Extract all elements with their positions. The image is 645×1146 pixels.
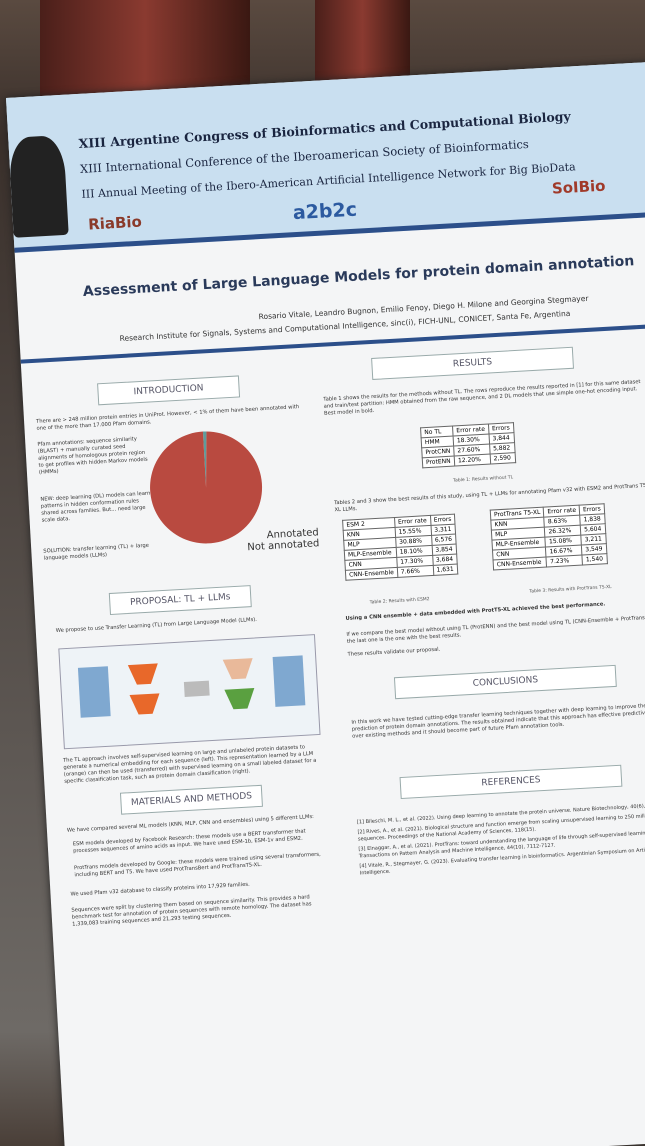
caption: Table 3: Results with ProtTrans T5-XL <box>529 584 612 595</box>
section-heading: CONCLUSIONS <box>393 664 617 700</box>
poster: XIII Argentine Congress of Bioinformatic… <box>6 61 645 1146</box>
pie-slice <box>150 431 263 544</box>
logo: RiaBio <box>87 212 143 234</box>
paragraph: In this work we have tested cutting-edge… <box>351 702 645 740</box>
table-cell: 12.20% <box>454 454 491 467</box>
paragraph: Sequences were split by clustering them … <box>71 894 312 928</box>
caption: Table 2: Results with ESM2 <box>369 597 430 606</box>
bullet: SOLUTION: transfer learning (TL) + large… <box>43 542 150 562</box>
logo: a2b2c <box>292 198 358 225</box>
table-cell: 2,590 <box>489 452 516 465</box>
section-heading: PROPOSAL: TL + LLMs <box>108 585 252 615</box>
table: ESM 2 Error rate Errors KNN 15.55% 3,311 MLP 30… <box>342 513 459 581</box>
table-cell: 1,540 <box>582 553 608 566</box>
table: ProtTrans T5-XL Error rate Errors KNN 8.63% 1… <box>489 503 608 571</box>
bullet: ProtTrans models developed by Google: th… <box>73 851 321 879</box>
table-cell: CNN-Ensemble <box>493 557 547 571</box>
section-heading: INTRODUCTION <box>97 375 241 406</box>
table-cell: CNN-Ensemble <box>345 567 398 581</box>
logo-icon <box>8 134 69 238</box>
caption: Table 1: Results without TL <box>452 475 514 484</box>
paragraph: Table 1 shows the results for the method… <box>323 379 641 417</box>
reference-list: [1] Bileschi, M. L., et al. (2022). Usin… <box>357 802 645 881</box>
pie-slice <box>202 431 207 488</box>
table: No TL Error rate Errors HMM 18.30% 3,844 ProtC… <box>420 422 516 469</box>
bullet: Pfam annotations: sequence similarity (B… <box>37 436 148 476</box>
legend-label: Not annotated <box>247 538 320 553</box>
table-cell: 7.66% <box>397 565 434 578</box>
section-heading: RESULTS <box>371 346 574 380</box>
logo: SoIBio <box>551 176 606 198</box>
legend-label: Annotated <box>266 527 319 541</box>
poster-title: Assessment of Large Language Models for … <box>82 253 635 300</box>
section-heading: MATERIALS AND METHODS <box>119 784 263 815</box>
diagram <box>58 634 321 750</box>
section-heading: REFERENCES <box>399 764 623 800</box>
table-cell: 7.23% <box>546 555 583 568</box>
table-cell: 1,631 <box>432 564 459 576</box>
bullet: NEW: deep learning (DL) models can learn… <box>40 490 151 524</box>
table-cell: ProtENN <box>422 456 455 468</box>
